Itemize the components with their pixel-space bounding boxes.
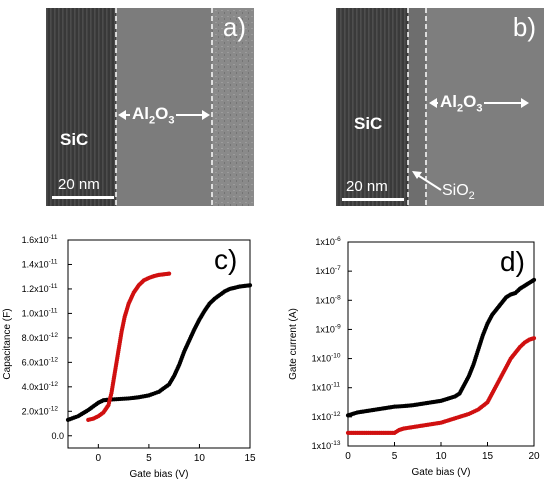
y-tick-label: 0.0 <box>51 431 64 441</box>
data-point-red <box>531 336 537 341</box>
x-tick-label: 5 <box>392 451 398 462</box>
y-tick-label: 1x10-9 <box>315 323 341 334</box>
sio2-label-b: SiO2 <box>442 182 475 203</box>
tem-image-b: b) SiC Al2O3 SiO2 20 nm <box>336 8 544 206</box>
sio2-pointer <box>415 173 442 191</box>
scale-bar-b <box>342 198 404 201</box>
sic-label-a: SiC <box>60 130 89 149</box>
plot-frame <box>67 239 251 449</box>
panel-label-d: d) <box>500 246 525 277</box>
amorphous-region-a <box>212 8 254 206</box>
y-tick-label: 1x10-6 <box>315 236 341 247</box>
x-tick-label: 5 <box>146 453 152 464</box>
x-axis-label: Gate bias (V) <box>130 469 189 480</box>
scale-bar-a <box>52 196 114 199</box>
al2o3-label-b: Al2O3 <box>438 92 485 115</box>
tem-texture-b <box>336 8 544 206</box>
x-tick-label: 10 <box>435 451 447 462</box>
data-point-red <box>167 271 172 276</box>
sic-region-a <box>46 8 116 206</box>
data-point-black <box>531 277 537 282</box>
capacitance-plot: 0 5 10 15 Gate bias (V) 0.0 2.0x10-12 4.0x10-12… <box>0 226 270 481</box>
y-tick-label: 8.0x10-12 <box>22 332 59 343</box>
x-axis-label: Gate bias (V) <box>412 467 471 478</box>
y-tick-label: 1x10-10 <box>312 353 341 364</box>
y-tick-label: 1x10-11 <box>312 382 341 393</box>
gate-current-plot: 0 5 10 15 20 Gate bias (V) 1x10-13 1x10-12 1x10-… <box>278 226 550 481</box>
x-tick-label: 15 <box>482 451 494 462</box>
sic-label-b: SiC <box>354 114 383 133</box>
scale-label-a: 20 nm <box>58 176 100 193</box>
sio2-region-b <box>408 8 426 206</box>
y-axis-label: Gate current (A) <box>288 308 299 380</box>
data-point-black <box>247 283 253 288</box>
panel-label-b: b) <box>512 12 536 42</box>
scale-label-b: 20 nm <box>346 178 388 195</box>
y-axis-label: Capacitance (F) <box>2 308 13 379</box>
x-tick-label: 10 <box>194 453 206 464</box>
al2o3-label-a: Al2O3 <box>130 104 177 127</box>
sic-region-b <box>336 8 408 206</box>
y-tick-label: 1.4x10-11 <box>22 258 58 269</box>
y-tick-label: 1x10-7 <box>315 265 341 276</box>
x-tick-label: 20 <box>528 451 540 462</box>
y-tick-label: 1x10-12 <box>312 411 341 422</box>
y-tick-label: 1x10-8 <box>315 294 341 305</box>
y-tick-label: 1.2x10-11 <box>22 283 58 294</box>
y-tick-label: 4.0x10-12 <box>22 381 59 392</box>
x-tick-label: 0 <box>96 453 102 464</box>
gate-current-plot-svg: 0 5 10 15 20 Gate bias (V) 1x10-13 1x10-12 1x10-… <box>288 236 540 478</box>
y-tick-label: 1.6x10-11 <box>22 234 58 245</box>
panel-label-a: a) <box>222 12 246 42</box>
y-tick-label: 6.0x10-12 <box>22 356 59 367</box>
panel-label-c: c) <box>214 244 238 275</box>
y-tick-label: 1.0x10-11 <box>22 307 58 318</box>
capacitance-plot-svg: 0 5 10 15 Gate bias (V) 0.0 2.0x10-12 4.0x10-12… <box>2 234 256 480</box>
tem-image-a: a) SiC Al2O3 20 nm <box>46 8 254 206</box>
x-tick-label: 0 <box>345 451 351 462</box>
y-tick-label: 2.0x10-12 <box>22 405 59 416</box>
x-tick-label: 15 <box>244 453 256 464</box>
y-tick-label: 1x10-13 <box>312 440 341 451</box>
